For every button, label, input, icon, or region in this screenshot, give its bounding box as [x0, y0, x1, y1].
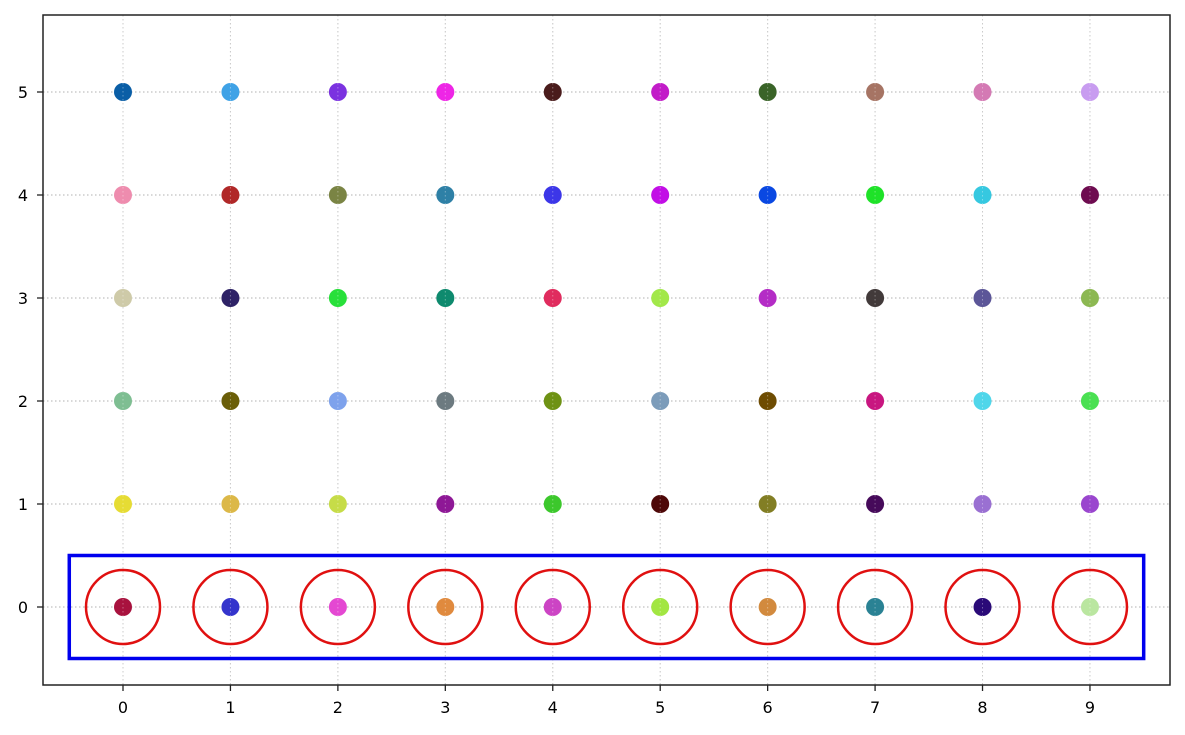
axes-frame: [42, 14, 1171, 686]
highlight-circle: [299, 568, 377, 646]
data-point: [328, 83, 347, 101]
data-point: [221, 598, 240, 616]
data-point: [758, 495, 777, 513]
data-point: [866, 83, 885, 101]
data-point: [758, 289, 777, 307]
data-point: [1080, 289, 1099, 307]
data-point: [973, 83, 992, 101]
data-point: [543, 392, 562, 410]
data-point: [221, 83, 240, 101]
data-points: [114, 15, 1099, 685]
data-point: [114, 598, 132, 616]
data-point: [973, 392, 992, 410]
data-point: [436, 392, 455, 410]
data-point: [114, 495, 132, 513]
data-point: [1080, 598, 1099, 616]
data-point: [436, 598, 455, 616]
data-point: [651, 289, 670, 307]
data-point: [328, 495, 347, 513]
y-tick-label: 2: [18, 392, 28, 411]
x-tick-label: 0: [118, 698, 128, 717]
data-point: [973, 598, 992, 616]
y-tick-label: 3: [18, 289, 28, 308]
data-point: [866, 289, 885, 307]
data-point: [436, 186, 455, 204]
highlight-circle: [407, 568, 484, 646]
data-point: [866, 598, 885, 616]
data-point: [1080, 392, 1099, 410]
data-point: [543, 598, 562, 616]
data-point: [651, 83, 670, 101]
highlight-circle: [1051, 568, 1129, 646]
highlight-circle: [514, 568, 592, 646]
data-point: [328, 598, 347, 616]
data-point: [114, 289, 132, 307]
data-point: [758, 392, 777, 410]
data-point: [114, 186, 132, 204]
x-axis-ticks: 0 1 2 3 4 5 6 7 8 9: [118, 685, 1095, 717]
x-tick-label: 8: [977, 698, 987, 717]
y-tick-label: 4: [18, 186, 28, 205]
data-point: [221, 289, 240, 307]
data-point: [328, 289, 347, 307]
data-point: [543, 186, 562, 204]
x-tick-label: 6: [763, 698, 773, 717]
data-point: [436, 83, 455, 101]
data-point: [973, 495, 992, 513]
data-point: [973, 289, 992, 307]
data-point: [758, 598, 777, 616]
x-tick-label: 5: [655, 698, 665, 717]
y-axis-ticks: 0 1 2 3 4 5: [18, 83, 43, 617]
data-point: [1080, 186, 1099, 204]
x-tick-label: 7: [870, 698, 880, 717]
x-tick-label: 4: [548, 698, 558, 717]
data-point: [866, 392, 885, 410]
data-point: [866, 495, 885, 513]
data-point: [543, 289, 562, 307]
data-point: [1080, 495, 1099, 513]
y-tick-label: 1: [18, 495, 28, 514]
data-point: [651, 598, 670, 616]
data-point: [436, 289, 455, 307]
data-point: [543, 495, 562, 513]
data-point: [651, 495, 670, 513]
data-point: [543, 83, 562, 101]
data-point: [436, 495, 455, 513]
highlight-circle: [836, 568, 914, 646]
highlight-circle: [729, 568, 806, 646]
x-tick-label: 2: [333, 698, 343, 717]
highlight-circle: [944, 568, 1021, 646]
x-tick-label: 1: [225, 698, 235, 717]
highlight-annotations: [67, 553, 1146, 661]
data-point: [328, 392, 347, 410]
x-tick-label: 3: [440, 698, 450, 717]
data-point: [1080, 83, 1099, 101]
data-point: [651, 186, 670, 204]
data-point: [221, 495, 240, 513]
highlight-circle: [84, 568, 162, 646]
highlight-rectangle: [67, 553, 1146, 661]
data-point: [758, 186, 777, 204]
data-point: [221, 392, 240, 410]
y-tick-label: 0: [18, 598, 28, 617]
data-point: [328, 186, 347, 204]
data-point: [221, 186, 240, 204]
data-point: [973, 186, 992, 204]
y-tick-label: 5: [18, 83, 28, 102]
data-point: [114, 392, 132, 410]
highlight-circle: [621, 568, 699, 646]
highlight-circle: [192, 568, 269, 646]
data-point: [114, 83, 132, 101]
grid-lines: [43, 15, 1170, 685]
data-point: [758, 83, 777, 101]
data-point: [866, 186, 885, 204]
x-tick-label: 9: [1085, 698, 1095, 717]
data-point: [651, 392, 670, 410]
